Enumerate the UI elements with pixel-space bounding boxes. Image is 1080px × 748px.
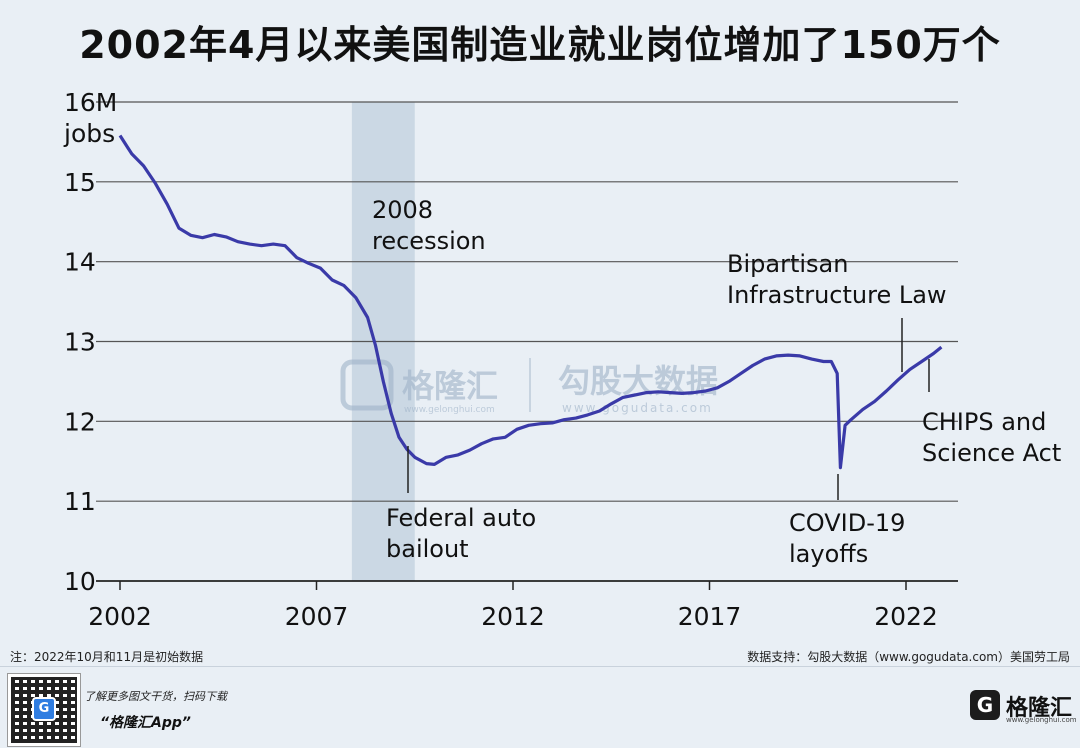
series-line <box>118 134 943 470</box>
y-tick-label: 14 <box>64 248 96 277</box>
x-tick-label: 2007 <box>285 602 349 631</box>
gridlines <box>96 101 958 502</box>
x-axis: 2002 2007 2012 2017 2022 <box>88 580 958 631</box>
y-tick-label: 13 <box>64 328 96 357</box>
source-note: 数据支持：勾股大数据（www.gogudata.com）美国劳工局 <box>747 650 1070 664</box>
annotation-label: COVID-19 layoffs <box>789 509 905 568</box>
promo-app-name: “格隆汇App” <box>100 715 191 731</box>
x-tick-label: 2012 <box>481 602 545 631</box>
y-tick-label: 11 <box>64 487 96 516</box>
watermark-left-name: 格隆汇 <box>402 367 498 405</box>
divider <box>0 666 1080 667</box>
x-tick-label: 2017 <box>678 602 742 631</box>
y-tick-label: 10 <box>64 567 96 596</box>
recession-label: 2008 recession <box>372 196 486 255</box>
x-tick-label: 2002 <box>88 602 152 631</box>
watermark-right-url: www.gogudata.com <box>562 401 713 415</box>
line-chart: 格隆汇www.gelonghui.com勾股大数据www.gogudata.co… <box>63 88 1061 631</box>
watermark-logo-icon <box>340 359 394 411</box>
annotation-label: Federal auto bailout <box>386 504 536 563</box>
y-axis-label: jobs <box>63 119 115 148</box>
recession-label-text: 2008 recession <box>372 196 486 255</box>
qr-logo-icon: G <box>32 697 56 721</box>
y-tick-label: 15 <box>64 168 96 197</box>
chart-title: 2002年4月以来美国制造业就业岗位增加了150万个 <box>79 23 1001 67</box>
x-tick-label: 2022 <box>874 602 938 631</box>
annotation-label: Bipartisan Infrastructure Law <box>727 250 947 309</box>
y-tick-label: 16M <box>64 88 117 117</box>
annotation-label: CHIPS and Science Act <box>922 408 1061 467</box>
brand-logo-icon: G <box>970 690 1000 720</box>
brand-url: www.gelonghui.com <box>1006 716 1077 724</box>
y-tick-label: 12 <box>64 407 96 436</box>
brand-name: 格隆汇 <box>1006 696 1073 721</box>
y-axis-ticks: 10 11 12 13 14 15 16M <box>64 88 117 596</box>
annotations: Federal auto bailout COVID-19 layoffs Bipart… <box>386 250 1061 568</box>
footnote: 注：2022年10月和11月是初始数据 <box>10 650 204 664</box>
watermark-left-url: www.gelonghui.com <box>404 405 495 415</box>
promo-text: 了解更多图文干货，扫码下载 <box>84 690 227 703</box>
